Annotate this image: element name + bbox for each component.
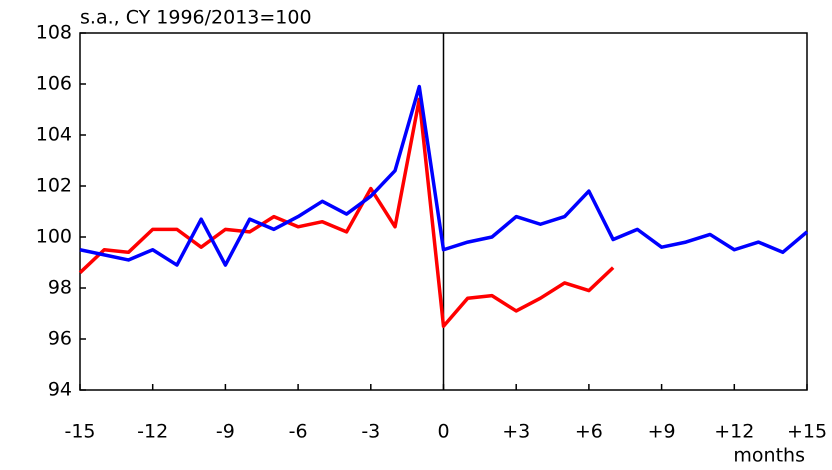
x-tick-label: +9 [648, 421, 676, 443]
x-tick-label: +12 [714, 421, 754, 443]
x-tick-label: -6 [289, 421, 308, 443]
y-tick-label: 104 [36, 124, 72, 146]
y-tick-label: 102 [36, 175, 72, 197]
x-tick-label: -12 [137, 421, 168, 443]
x-axis-label: months [733, 445, 805, 467]
y-unit-label: s.a., CY 1996/2013=100 [80, 7, 312, 29]
x-tick-label: -3 [361, 421, 380, 443]
series-line [78, 97, 615, 328]
y-tick-label: 94 [48, 379, 72, 401]
x-tick-label: -9 [216, 421, 235, 443]
y-tick-label: 106 [36, 73, 72, 95]
x-tick-label: -15 [64, 421, 95, 443]
x-tick-label: +3 [502, 421, 530, 443]
y-tick-label: 108 [36, 22, 72, 44]
y-tick-label: 96 [48, 328, 72, 350]
y-tick-label: 100 [36, 226, 72, 248]
series-line [79, 84, 809, 267]
x-tick-label: 0 [437, 421, 449, 443]
x-tick-label: +6 [575, 421, 603, 443]
y-tick-label: 98 [48, 277, 72, 299]
x-tick-label: +15 [787, 421, 827, 443]
